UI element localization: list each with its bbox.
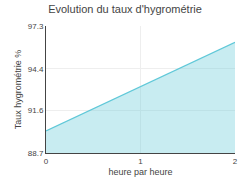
svg-text:91.6: 91.6 [28,106,44,115]
svg-text:heure par heure: heure par heure [108,167,172,177]
svg-text:Evolution du taux d'hygrométri: Evolution du taux d'hygrométrie [48,3,202,15]
svg-text:Taux hygrométrie %: Taux hygrométrie % [13,50,23,130]
svg-text:97.3: 97.3 [28,22,44,31]
svg-text:1: 1 [138,157,143,166]
svg-text:94.4: 94.4 [28,65,44,74]
svg-text:2: 2 [233,157,238,166]
svg-text:88.7: 88.7 [28,149,44,158]
svg-text:0: 0 [44,157,49,166]
